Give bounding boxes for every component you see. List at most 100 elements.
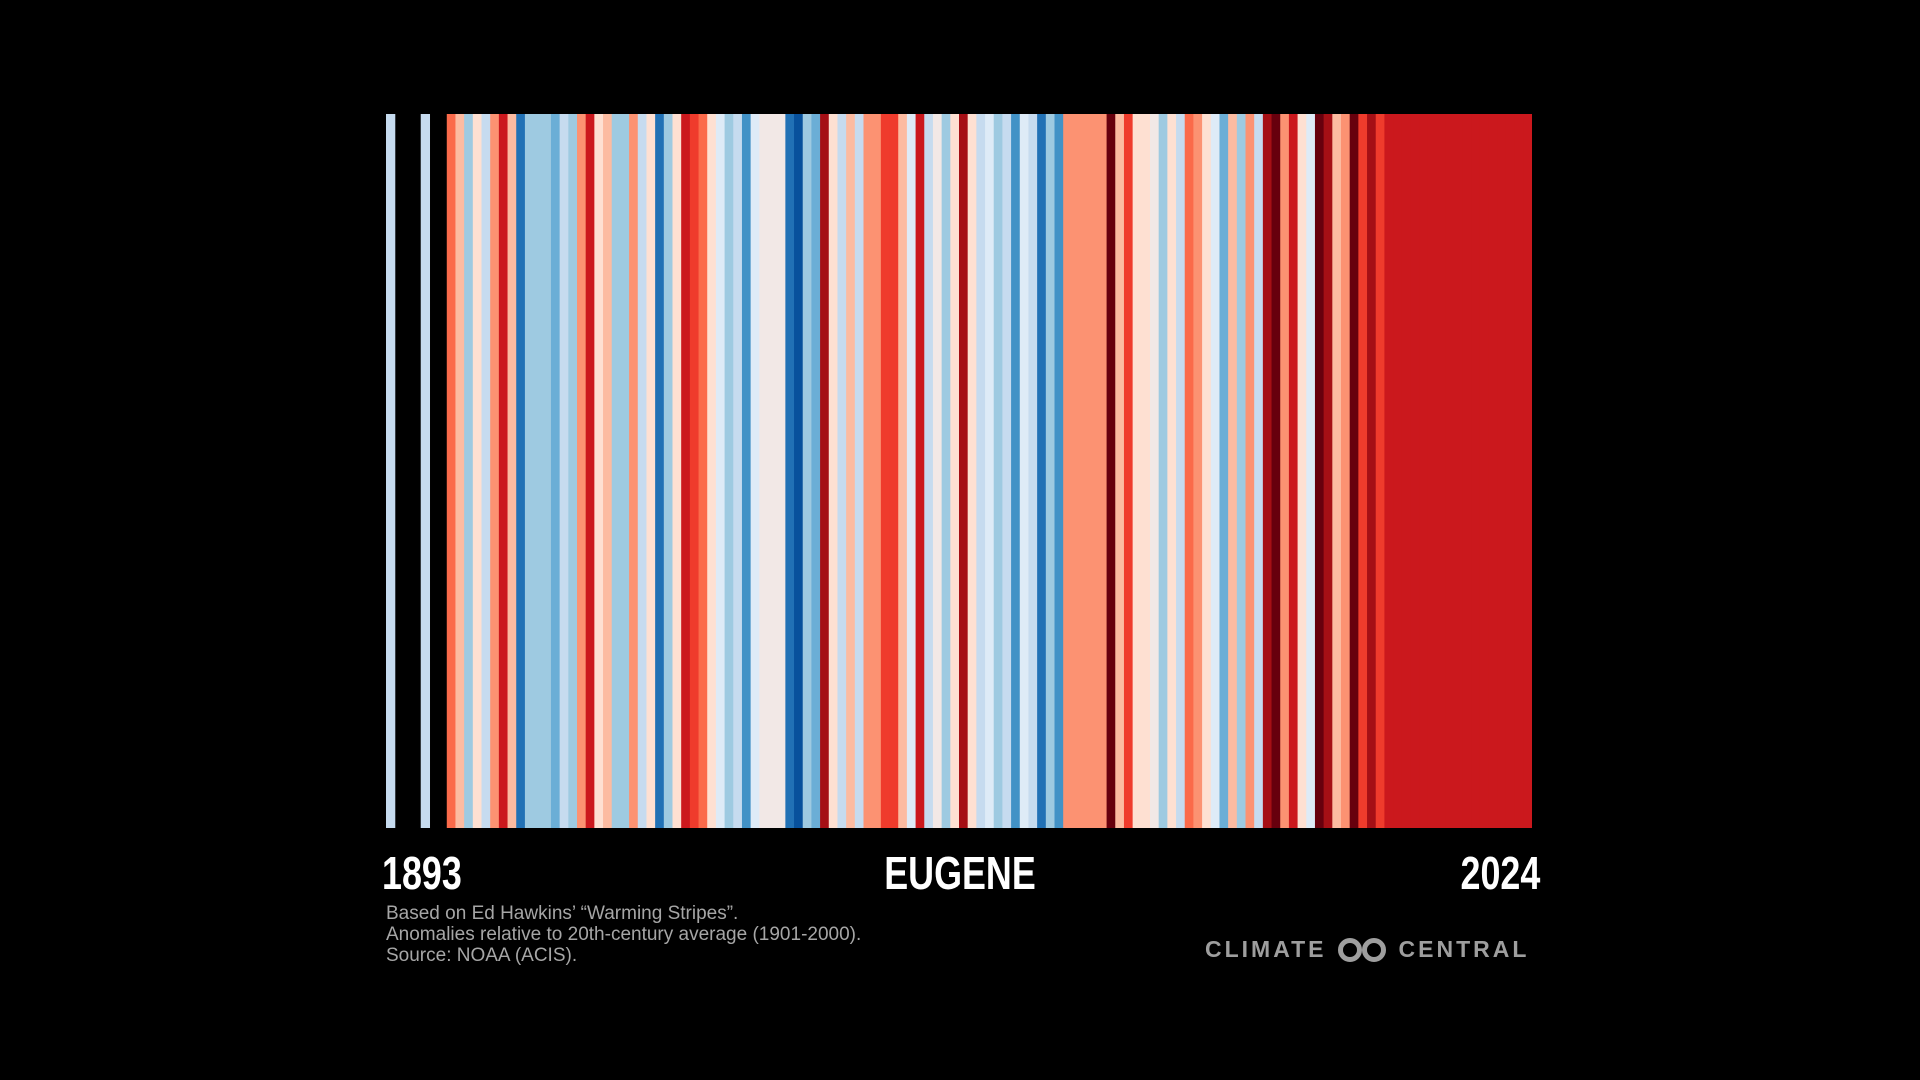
stripe-2001 [1323,114,1333,828]
stripe-2022 [1505,114,1516,828]
stripe-1913 [559,114,569,828]
stripe-1918 [603,114,613,828]
stripe-1911 [542,114,552,828]
end-year-label: 2024 [1460,847,1540,899]
stripe-1908 [516,114,526,828]
stripe-2014 [1436,114,1446,828]
stripe-1980 [1141,114,1151,828]
stripe-1944 [828,114,839,828]
stripe-1916 [585,114,595,828]
stripe-1977 [1115,114,1125,828]
stripe-1952 [898,114,908,828]
stripe-1921 [629,114,639,828]
stripe-1925 [663,114,674,828]
stripe-1926 [672,114,682,828]
stripe-1939 [785,114,795,828]
stripe-1987 [1202,114,1212,828]
stripe-2003 [1341,114,1351,828]
stripe-1970 [1054,114,1064,828]
stripe-2012 [1419,114,1429,828]
stripe-2019 [1479,114,1490,828]
stripe-1956 [932,114,943,828]
start-year-label: 1893 [382,847,462,899]
stripe-1917 [594,114,604,828]
stripe-1927 [681,114,691,828]
stripe-1902 [464,114,474,828]
stripe-2023 [1514,114,1524,828]
stripe-2007 [1375,114,1386,828]
stripe-1928 [689,114,700,828]
stripe-1930 [707,114,717,828]
stripe-1959 [959,114,969,828]
stripe-1951 [889,114,899,828]
stripe-1971 [1063,114,1073,828]
stripe-2013 [1427,114,1438,828]
stripe-1950 [880,114,891,828]
stripe-1999 [1306,114,1316,828]
stripe-1958 [950,114,960,828]
stripe-1957 [941,114,951,828]
stripe-1962 [985,114,995,828]
logo-left-text: CLIMATE [1205,936,1327,962]
stripe-1973 [1080,114,1090,828]
stripe-1991 [1236,114,1247,828]
stripe-1961 [976,114,986,828]
stripe-1986 [1193,114,1203,828]
stripe-2008 [1384,114,1394,828]
stripe-1949 [872,114,882,828]
stripe-1906 [498,114,509,828]
stripe-1967 [1028,114,1038,828]
stripe-1941 [802,114,813,828]
stripe-1912 [550,114,561,828]
chart-title: EUGENE [884,847,1036,899]
stripe-2009 [1393,114,1403,828]
stripe-1923 [646,114,656,828]
stripe-1984 [1176,114,1186,828]
stripe-1985 [1184,114,1195,828]
stripe-1953 [906,114,917,828]
stripe-1934 [741,114,752,828]
stripe-1954 [915,114,925,828]
warming-stripes-chart [386,114,1532,828]
linked-circles-icon [1337,937,1386,962]
stripe-1979 [1132,114,1142,828]
stripe-2002 [1332,114,1342,828]
stripe-2011 [1410,114,1420,828]
stripe-1993 [1254,114,1264,828]
stripe-1946 [846,114,856,828]
stripe-1920 [620,114,630,828]
stripe-1940 [794,114,804,828]
stripe-1989 [1219,114,1229,828]
stripe-2017 [1462,114,1472,828]
stripe-2010 [1401,114,1412,828]
stripe-1909 [524,114,535,828]
stripe-1975 [1097,114,1108,828]
stripe-2000 [1314,114,1325,828]
stripe-1947 [854,114,865,828]
stripe-1966 [1019,114,1030,828]
stripe-2018 [1471,114,1481,828]
stripe-1922 [637,114,648,828]
stripe-1932 [724,114,734,828]
stripe-1905 [490,114,500,828]
logo-right-text: CENTRAL [1398,936,1530,962]
stripe-2016 [1453,114,1464,828]
stripe-1935 [750,114,760,828]
footnote-line-source: Source: NOAA (ACIS). [386,945,578,966]
stripe-1924 [655,114,665,828]
stripe-1988 [1210,114,1221,828]
stripe-1914 [568,114,578,828]
stripe-1900 [446,114,457,828]
stripe-1893 [386,114,396,828]
stripe-1995 [1271,114,1281,828]
stripe-1948 [863,114,873,828]
stripe-1942 [811,114,821,828]
stripe-1897 [420,114,431,828]
stripe-1936 [759,114,769,828]
stripe-2015 [1445,114,1455,828]
stripe-1974 [1089,114,1099,828]
footnote: Based on Ed Hawkins’ “Warming Stripes”. … [386,903,861,966]
stripe-1965 [1011,114,1021,828]
stripe-2020 [1488,114,1498,828]
stripe-1994 [1262,114,1273,828]
